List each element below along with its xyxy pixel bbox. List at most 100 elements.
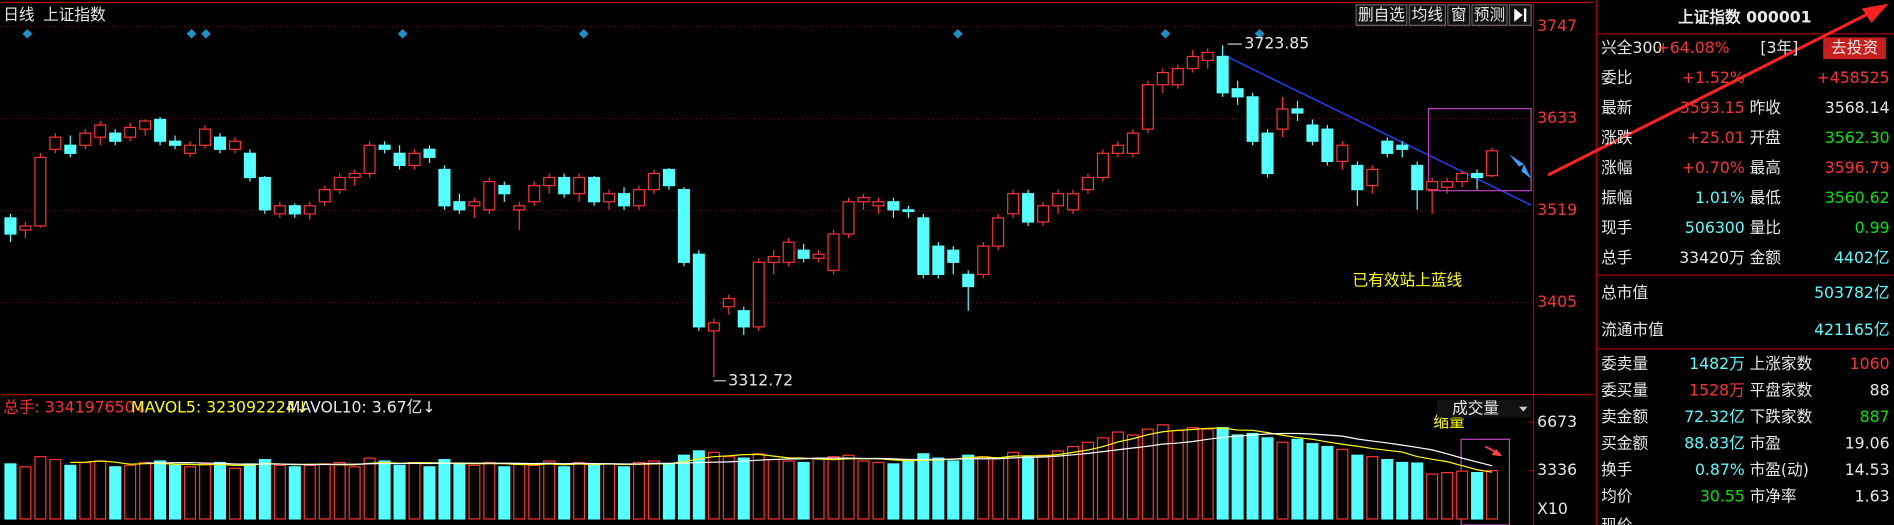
play-icon	[1514, 8, 1527, 22]
candle-body	[1411, 164, 1424, 191]
volume-bar	[1351, 454, 1364, 520]
quote-label: 平盘家数	[1750, 381, 1813, 400]
volume-bar	[1186, 427, 1199, 520]
quote-value: 72.32亿	[1684, 407, 1745, 426]
candle-body	[528, 185, 541, 203]
candle-body	[1246, 96, 1259, 142]
candle-body	[1141, 84, 1154, 130]
volume-bar	[902, 458, 915, 520]
trend-line	[1224, 54, 1532, 206]
toolbar-button[interactable]	[1408, 4, 1447, 26]
invest-button-label[interactable]: 去投资	[1831, 38, 1878, 57]
quote-value: 421165亿	[1814, 320, 1890, 339]
toolbar-button[interactable]	[1355, 4, 1408, 26]
candle-body	[333, 176, 346, 191]
candle-body	[124, 126, 137, 138]
toolbar-button[interactable]	[1447, 4, 1471, 26]
toolbar-button-label[interactable]: 窗	[1451, 5, 1467, 24]
toolbar-button[interactable]	[1471, 4, 1508, 26]
volume-bar	[378, 460, 391, 520]
quote-label: 金额	[1750, 248, 1782, 267]
toolbar-button-label[interactable]: 删自选	[1358, 5, 1405, 24]
volume-bar	[662, 463, 675, 520]
high-label: 3723.85	[1244, 34, 1309, 53]
candle-body	[1351, 164, 1364, 191]
volume-bar	[842, 454, 855, 520]
volume-bar	[1426, 473, 1439, 520]
volume-bar	[169, 464, 182, 520]
candle-body	[1201, 51, 1214, 62]
candle-body	[692, 253, 705, 328]
candle-body	[932, 245, 945, 276]
volume-bar	[1261, 437, 1274, 520]
candle-body	[438, 168, 451, 207]
candle-body	[184, 144, 197, 154]
candle-body	[797, 249, 810, 259]
volume-bar	[1246, 432, 1259, 520]
volume-bar	[1126, 434, 1139, 520]
candle-body	[1261, 132, 1274, 175]
volume-bar	[184, 466, 197, 520]
candle-body	[977, 245, 990, 276]
volume-bar	[887, 463, 900, 520]
volume-selector-label[interactable]: 成交量	[1452, 399, 1499, 418]
volume-bar	[1321, 445, 1334, 520]
quote-value: 33420万	[1679, 248, 1745, 267]
quote-value: 1.63	[1855, 487, 1890, 506]
highlight-box	[1427, 108, 1532, 192]
candle-body	[34, 156, 47, 227]
quote-label: 振幅	[1601, 188, 1632, 207]
quote-label: 现价	[1601, 516, 1633, 525]
quote-value: 19.06	[1845, 434, 1890, 453]
candle-body	[558, 176, 571, 195]
volume-bar	[1022, 456, 1035, 520]
quote-label: 量比	[1750, 218, 1781, 237]
volume-bar	[213, 461, 227, 520]
candle-body	[647, 172, 661, 191]
volume-bar	[498, 466, 511, 520]
volume-bar	[812, 457, 825, 520]
quote-value: 0.99	[1855, 218, 1890, 237]
volume-bar	[872, 461, 885, 520]
volume-bar	[692, 450, 705, 520]
candle-body	[872, 201, 885, 207]
candle-body	[1186, 55, 1199, 70]
volume-bar	[243, 463, 256, 520]
volume-bar	[962, 454, 975, 520]
volume-bar	[917, 453, 930, 520]
candle-body	[812, 253, 825, 259]
volume-bar	[453, 463, 466, 520]
candle-body	[19, 225, 32, 231]
volume-bar	[543, 460, 556, 520]
candle-body	[1156, 72, 1169, 86]
quote-value: 3560.62	[1825, 188, 1890, 207]
volume-bar	[1037, 454, 1050, 520]
quote-value: 88	[1870, 381, 1890, 400]
quote-label: 下跌家数	[1750, 407, 1813, 426]
quote-label: 卖金额	[1601, 407, 1648, 426]
candle-body	[453, 201, 466, 211]
quote-value: 1528万	[1689, 381, 1745, 400]
candle-body	[1306, 124, 1319, 142]
volume-bar	[1396, 461, 1409, 520]
candle-body	[857, 197, 870, 203]
quote-value: 14.53	[1845, 460, 1890, 479]
y-tick-label: 3405	[1537, 292, 1577, 311]
candle-body	[1066, 193, 1080, 211]
quote-value: +1.52%	[1682, 68, 1745, 87]
candle-body	[4, 217, 17, 235]
candle-body	[1336, 144, 1349, 163]
quote-label: 开盘	[1750, 128, 1781, 147]
candle-body	[1231, 88, 1244, 98]
volume-header: MAVOL10: 3.67亿↓	[287, 397, 436, 416]
candle-body	[947, 249, 960, 263]
volume-selector[interactable]	[1437, 399, 1532, 418]
candle-body	[1381, 140, 1394, 154]
candle-body	[1276, 108, 1289, 130]
volume-bar	[258, 458, 271, 520]
toolbar-button-label[interactable]: 均线	[1412, 5, 1444, 24]
toolbar-button-label[interactable]: 预测	[1474, 5, 1505, 24]
invest-button[interactable]	[1823, 37, 1886, 60]
candle-body	[1096, 152, 1109, 179]
